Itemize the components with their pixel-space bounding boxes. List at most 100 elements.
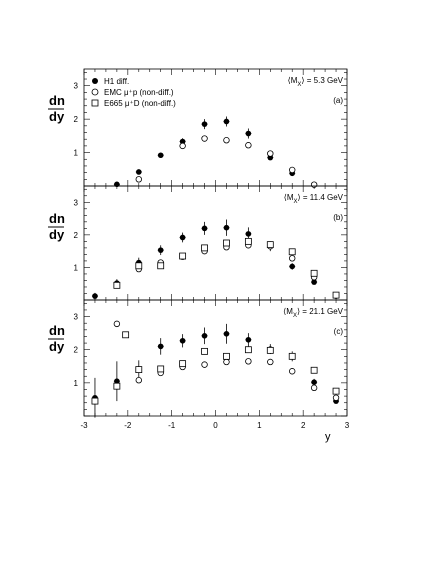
mx-label: ⟨MX⟩ = 5.3 GeV [288, 76, 344, 88]
y-tick-label: 2 [74, 231, 79, 240]
ylabel-b: dn dy [48, 211, 65, 242]
panel-frame [83, 299, 348, 417]
point-h1 [157, 247, 164, 253]
point-emc [332, 394, 340, 401]
x-tick-label: -1 [168, 421, 176, 430]
y-tick-label: 2 [74, 346, 79, 355]
x-tick-label: -3 [80, 421, 88, 430]
ylabel-c-den: dy [49, 339, 65, 354]
point-e665 [310, 366, 318, 374]
panels-group: 1 2 3 ⟨MX⟩ = 5.3 GeV (a) 1 2 3 ⟨MX⟩ = 11.4 GeV (b… [74, 68, 350, 430]
point-emc [267, 358, 274, 366]
point-emc [201, 361, 208, 368]
ylabel-a: dn dy [48, 93, 65, 124]
x-tick-label: 0 [213, 421, 218, 430]
point-e665 [201, 347, 208, 355]
point-h1 [157, 152, 164, 159]
point-h1 [311, 279, 317, 285]
point-h1 [135, 169, 142, 175]
legend-emc-marker [91, 88, 99, 96]
point-h1 [201, 121, 208, 127]
panel-2: 1 2 3 ⟨MX⟩ = 21.1 GeV (c) -3 -2 -1 0 1 2 3 [74, 299, 350, 430]
point-e665 [310, 269, 318, 277]
point-emc [201, 135, 208, 142]
point-h1 [223, 224, 230, 231]
y-tick-label: 2 [74, 115, 79, 124]
point-e665 [266, 241, 274, 249]
point-h1 [311, 379, 317, 385]
point-emc [113, 320, 121, 328]
y-tick-label: 3 [74, 313, 79, 322]
ylabel-b-den: dy [49, 227, 65, 242]
y-tick-label: 3 [74, 198, 79, 207]
point-e665 [157, 262, 165, 270]
y-tick-label: 3 [74, 82, 79, 91]
panel-tag: (b) [333, 213, 343, 222]
point-e665 [266, 346, 274, 354]
panel-tag: (c) [334, 327, 344, 336]
point-emc [135, 377, 142, 384]
mx-label: ⟨MX⟩ = 21.1 GeV [283, 307, 344, 319]
y-tick-label: 1 [74, 149, 79, 158]
point-emc [179, 142, 186, 150]
point-h1 [223, 118, 230, 125]
ylabel-a-den: dy [49, 109, 65, 124]
point-e665 [135, 262, 143, 270]
point-h1 [201, 332, 208, 339]
panel-0: 1 2 3 ⟨MX⟩ = 5.3 GeV (a) [74, 68, 348, 188]
legend-h1-marker [92, 78, 98, 84]
legend-e665-label: E665 μ⁺D (non-diff.) [104, 99, 176, 108]
point-h1 [179, 138, 186, 145]
panel-1: 1 2 3 ⟨MX⟩ = 11.4 GeV (b) [74, 185, 348, 301]
point-emc [245, 142, 252, 149]
point-e665 [113, 281, 121, 289]
point-e665 [91, 397, 99, 405]
legend-emc-label: EMC μ⁺p (non-diff.) [104, 88, 174, 97]
point-e665 [201, 244, 208, 252]
point-h1 [245, 130, 252, 137]
point-emc [223, 137, 230, 144]
point-h1 [92, 293, 98, 299]
point-e665 [135, 366, 143, 374]
mx-label: ⟨MX⟩ = 11.4 GeV [284, 193, 344, 205]
x-tick-label: -2 [124, 421, 132, 430]
point-e665 [122, 331, 130, 339]
point-emc [223, 358, 230, 366]
point-h1 [157, 343, 164, 350]
panel-tag: (a) [333, 96, 343, 105]
point-emc [289, 166, 296, 174]
ylabel-a-num: dn [49, 93, 65, 108]
point-emc [289, 368, 296, 375]
point-h1 [223, 331, 230, 337]
point-e665 [244, 346, 252, 354]
y-tick-label: 1 [74, 263, 79, 272]
point-e665 [288, 352, 296, 360]
point-emc [289, 255, 296, 262]
point-h1 [179, 234, 186, 241]
ylabel-c: dn dy [48, 323, 65, 354]
point-e665 [332, 387, 340, 395]
point-e665 [223, 239, 230, 247]
legend-h1-label: H1 diff. [104, 77, 129, 86]
point-h1 [179, 337, 186, 344]
point-e665 [244, 237, 252, 245]
x-tick-label: 1 [257, 421, 262, 430]
point-emc [245, 358, 252, 365]
legend-e665-marker [91, 99, 99, 107]
x-tick-label: 2 [301, 421, 306, 430]
point-h1 [289, 263, 296, 270]
x-axis-title: y [325, 431, 331, 443]
ylabel-c-num: dn [49, 323, 65, 338]
point-h1 [201, 225, 208, 232]
point-emc [310, 384, 318, 392]
point-emc [135, 176, 142, 183]
point-e665 [179, 252, 187, 260]
point-e665 [223, 352, 230, 360]
point-h1 [245, 336, 252, 343]
point-emc [267, 150, 274, 157]
point-h1 [114, 378, 120, 385]
point-e665 [113, 382, 121, 390]
point-e665 [332, 291, 340, 299]
ylabel-b-num: dn [49, 211, 65, 226]
